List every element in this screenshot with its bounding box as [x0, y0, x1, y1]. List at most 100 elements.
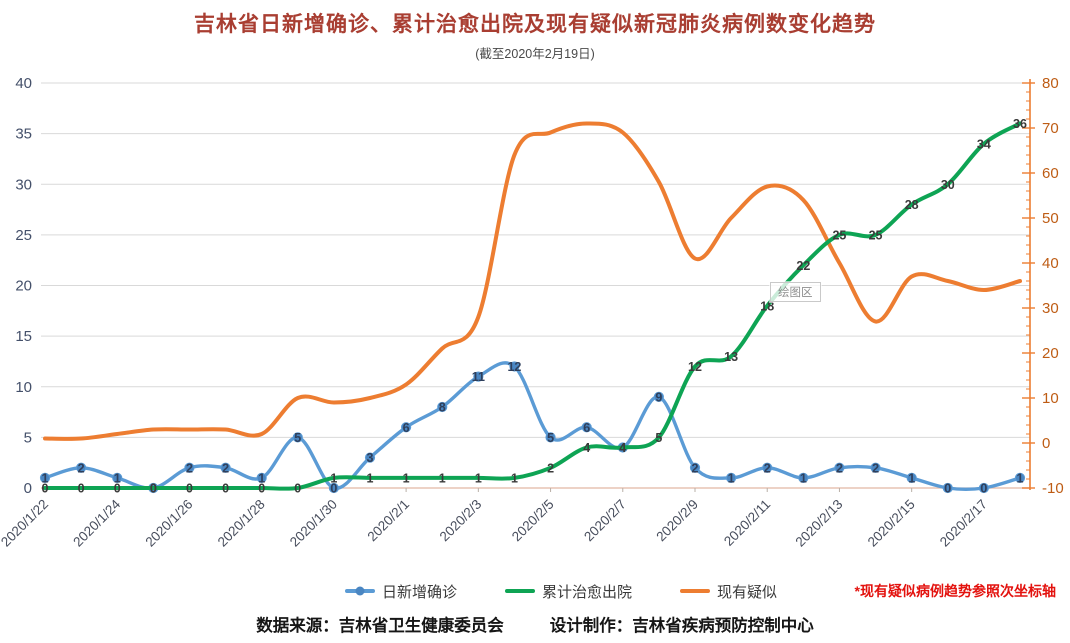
design-credit-text: 设计制作：吉林省疾病预防控制中心	[549, 617, 814, 635]
data-point-marker[interactable]	[942, 482, 953, 494]
series-line-2[interactable]	[43, 121, 1022, 441]
y-axis-right-label: 50	[1042, 210, 1059, 227]
series-line-0[interactable]	[43, 361, 1022, 491]
data-point-marker[interactable]	[762, 462, 773, 473]
x-axis-label: 2020/2/7	[581, 497, 629, 545]
data-point-marker[interactable]	[870, 462, 881, 473]
data-point-marker[interactable]	[292, 432, 303, 443]
y-axis-left-label: 10	[15, 379, 32, 396]
data-label: 2	[872, 461, 879, 475]
data-label: 0	[186, 482, 193, 496]
series-line-1[interactable]	[43, 121, 1022, 491]
data-label: 11	[472, 370, 485, 384]
data-point-marker[interactable]	[906, 472, 917, 483]
y-axis-right-label: 40	[1042, 255, 1059, 272]
data-label: 2	[186, 461, 193, 475]
data-label: 9	[655, 390, 662, 404]
y-axis-left-label: 0	[24, 480, 32, 497]
data-point-marker[interactable]	[798, 472, 809, 483]
cumulative-cured-line-swatch-icon	[505, 589, 536, 593]
x-axis-label: 2020/2/1	[364, 497, 412, 545]
data-label: 0	[150, 482, 157, 496]
data-point-marker[interactable]	[978, 482, 989, 494]
data-label: 0	[980, 482, 987, 496]
data-label: 6	[583, 421, 590, 435]
data-label: 18	[760, 299, 774, 313]
x-axis-label: 2020/1/22	[0, 497, 51, 550]
data-label: 1	[330, 471, 337, 485]
data-label: 4	[583, 441, 590, 455]
data-source-text: 数据来源：吉林省卫生健康委员会	[256, 617, 504, 635]
data-label: 1	[908, 471, 915, 485]
x-axis-label: 2020/2/17	[937, 497, 990, 550]
data-label: 2	[222, 461, 229, 475]
data-label: 3	[367, 451, 374, 465]
data-point-marker[interactable]	[76, 462, 87, 473]
y-axis-left-label: 15	[15, 328, 32, 345]
y-axis-right-label: 0	[1042, 435, 1050, 452]
data-point-marker[interactable]	[256, 472, 267, 483]
data-point-marker[interactable]	[653, 391, 664, 402]
data-point-marker[interactable]	[834, 462, 845, 473]
plot-area-tooltip: 绘图区	[770, 282, 821, 302]
data-label: 6	[403, 421, 410, 435]
x-axis-label: 2020/1/28	[215, 497, 268, 550]
data-point-marker[interactable]	[328, 482, 339, 494]
legend-item-cumulative-cured[interactable]: 累计治愈出院	[505, 581, 632, 602]
chart-header: 吉林省日新增确诊、累计治愈出院及现有疑似新冠肺炎病例数变化趋势 (截至2020年…	[0, 8, 1070, 62]
data-point-marker[interactable]	[1014, 472, 1026, 483]
data-point-marker[interactable]	[689, 462, 701, 473]
data-point-marker[interactable]	[364, 452, 376, 463]
data-label: 2	[764, 461, 771, 475]
data-point-marker[interactable]	[581, 422, 592, 433]
data-label: 30	[941, 178, 955, 192]
x-axis-label: 2020/2/9	[653, 497, 701, 545]
chart-footer: 数据来源：吉林省卫生健康委员会 设计制作：吉林省疾病预防控制中心	[0, 612, 1070, 636]
data-point-marker[interactable]	[509, 361, 520, 372]
data-label: 1	[728, 471, 735, 485]
data-label: 0	[78, 482, 85, 496]
daily-new-confirmed-line-swatch-icon	[345, 586, 375, 596]
data-label: 5	[294, 431, 301, 445]
data-label: 13	[724, 350, 738, 364]
legend-label: 累计治愈出院	[542, 583, 633, 601]
y-axis-left-label: 30	[15, 176, 32, 193]
y-axis-left-label: 5	[24, 429, 32, 446]
data-point-marker[interactable]	[726, 472, 737, 483]
x-axis-label: 2020/2/13	[792, 497, 845, 550]
data-label: 1	[800, 471, 807, 485]
data-label: 22	[796, 259, 810, 273]
data-point-marker[interactable]	[112, 472, 123, 483]
legend-label: 日新增确诊	[382, 583, 458, 601]
y-axis-right-label: 10	[1042, 390, 1059, 407]
y-axis-left-label: 20	[15, 278, 32, 295]
data-label: 1	[475, 471, 482, 485]
data-label: 12	[507, 360, 521, 374]
data-point-marker[interactable]	[437, 401, 448, 413]
data-label: 0	[222, 482, 229, 496]
data-label: 1	[367, 471, 374, 485]
data-point-marker[interactable]	[473, 371, 484, 382]
legend-item-current-suspected[interactable]: 现有疑似	[680, 581, 777, 602]
data-point-marker[interactable]	[401, 422, 412, 433]
x-axis-label: 2020/1/26	[142, 497, 195, 550]
data-point-marker[interactable]	[39, 472, 51, 483]
data-label: 34	[977, 137, 991, 151]
data-label: 1	[439, 471, 446, 485]
data-label: 5	[655, 431, 662, 445]
data-label: 4	[619, 441, 626, 455]
data-point-marker[interactable]	[220, 462, 231, 473]
current-suspected-line-swatch-icon	[680, 589, 711, 593]
y-axis-right-label: 70	[1042, 120, 1059, 137]
y-axis-left-label: 35	[15, 126, 32, 143]
y-axis-right-label: 60	[1042, 165, 1059, 182]
chart-title: 吉林省日新增确诊、累计治愈出院及现有疑似新冠肺炎病例数变化趋势	[194, 13, 876, 36]
data-label: 0	[330, 482, 337, 496]
data-point-marker[interactable]	[184, 462, 195, 473]
data-label: 0	[944, 482, 951, 496]
data-label: 2	[547, 461, 554, 475]
legend-item-daily-new-confirmed[interactable]: 日新增确诊	[345, 581, 457, 602]
data-point-marker[interactable]	[545, 432, 556, 443]
data-label: 36	[1013, 117, 1027, 131]
